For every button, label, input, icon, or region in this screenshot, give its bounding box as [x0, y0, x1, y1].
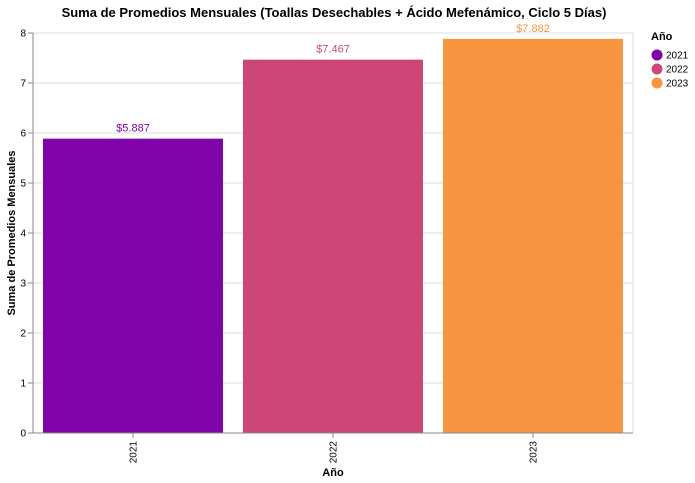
y-tick-label: 2: [20, 329, 26, 340]
y-tick-label: 1: [20, 379, 26, 390]
y-tick-label: 3: [20, 279, 26, 290]
legend-label-2021: 2021: [666, 51, 689, 62]
legend-title: Año: [651, 31, 673, 43]
y-tick-label: 6: [20, 129, 26, 140]
y-tick-label: 7: [20, 79, 26, 90]
chart-title: Suma de Promedios Mensuales (Toallas Des…: [62, 5, 607, 20]
x-tick-label: 2021: [129, 441, 140, 464]
legend: Año 2021 2022 2023: [651, 31, 689, 90]
legend-swatch-2023: [651, 77, 663, 89]
x-tick-label: 2023: [529, 441, 540, 464]
y-tick-label: 5: [20, 179, 26, 190]
data-label-2023: $7.882: [516, 23, 550, 35]
bars: [43, 38, 623, 434]
y-tick-label: 8: [20, 29, 26, 40]
legend-swatch-2022: [651, 63, 663, 75]
legend-label-2022: 2022: [666, 65, 689, 76]
bar-2022: [243, 59, 423, 434]
x-tick-label: 2022: [329, 441, 340, 464]
x-axis-title: Año: [322, 467, 344, 479]
bar-2021: [43, 138, 223, 433]
axes: 0 1 2 3 4 5 6 7 8 2021 2022 2023: [20, 29, 633, 464]
bar-2023: [443, 38, 623, 434]
y-axis-title: Suma de Promedios Mensuales: [6, 150, 18, 315]
data-label-2021: $5.887: [116, 123, 150, 135]
legend-label-2023: 2023: [666, 79, 689, 90]
data-label-2022: $7.467: [316, 44, 350, 56]
legend-swatch-2021: [651, 49, 663, 61]
y-tick-label: 4: [20, 229, 26, 240]
y-tick-label: 0: [20, 429, 26, 440]
data-labels: $5.887 $7.467 $7.882: [116, 23, 550, 135]
